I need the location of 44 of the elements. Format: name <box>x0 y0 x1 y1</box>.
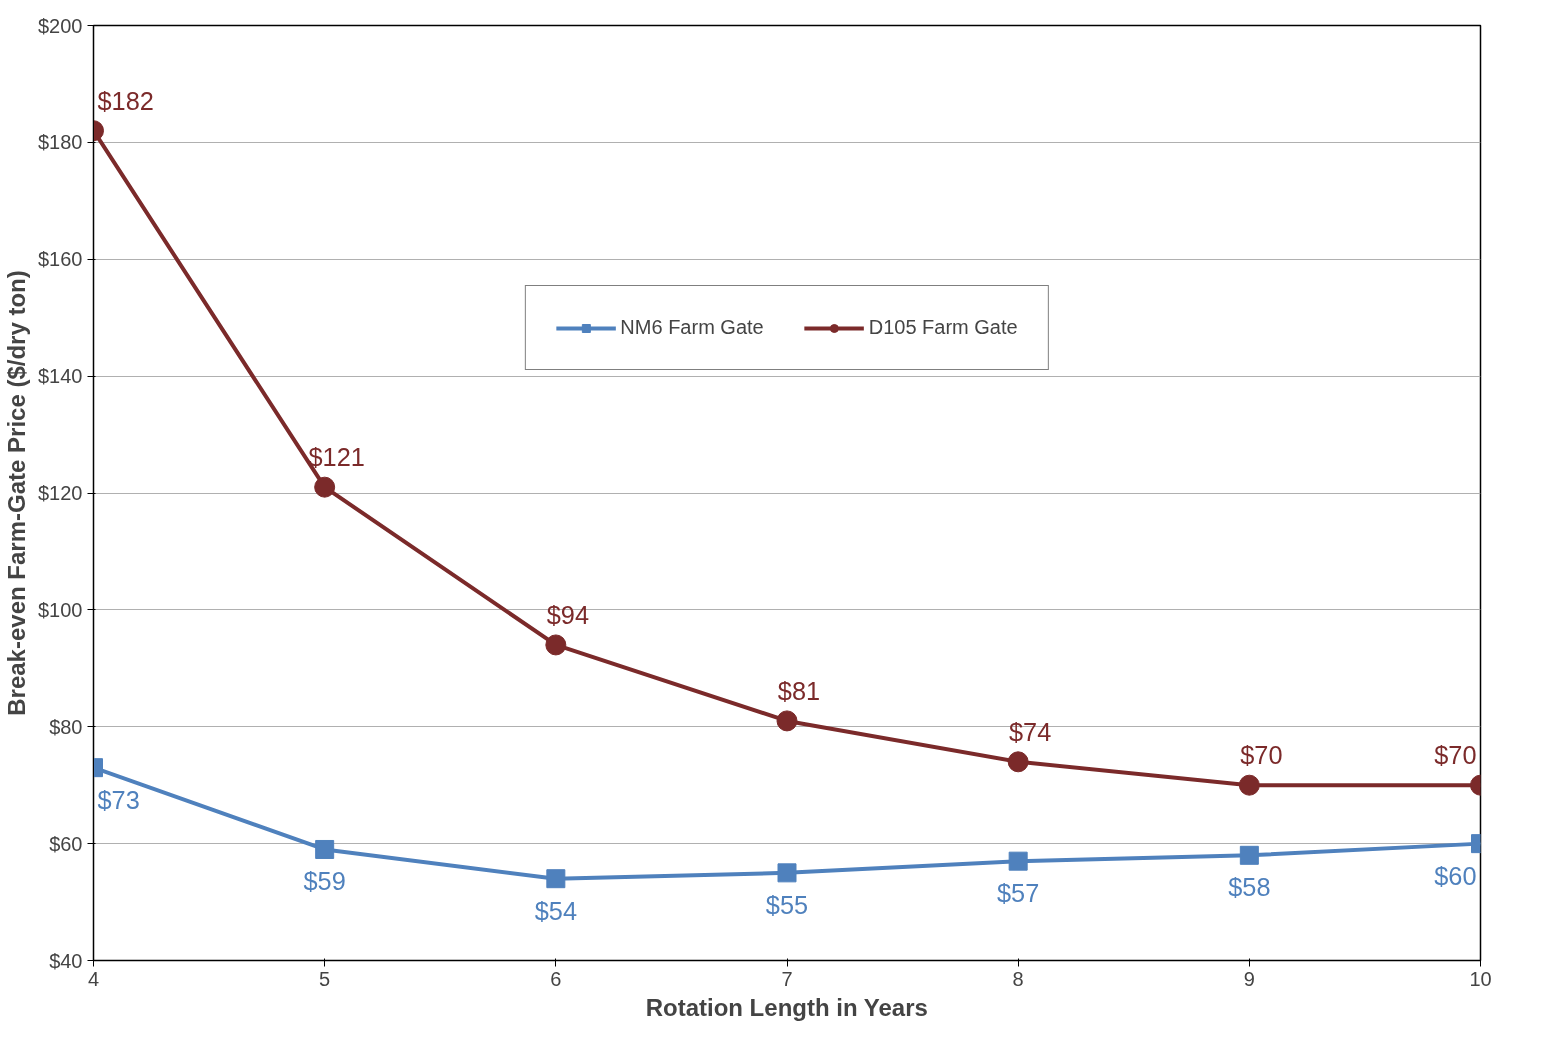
y-tick-label: $160 <box>38 248 83 271</box>
x-axis-title: Rotation Length in Years <box>645 993 928 1021</box>
data-label: $60 <box>1434 861 1477 890</box>
data-label: $182 <box>97 86 154 115</box>
data-label: $70 <box>1240 741 1283 770</box>
x-tick-label: 10 <box>1469 967 1492 990</box>
data-label: $74 <box>1009 717 1052 746</box>
point <box>546 869 566 889</box>
x-tick-label: 7 <box>781 967 793 990</box>
x-tick-label: 5 <box>319 967 331 990</box>
point <box>545 634 567 656</box>
data-label: $59 <box>303 867 346 896</box>
y-tick-label: $60 <box>49 832 83 855</box>
x-tick-label: 6 <box>550 967 562 990</box>
y-tick-label: $200 <box>38 14 83 37</box>
data-label: $55 <box>765 890 809 919</box>
y-tick-label: $100 <box>38 598 83 621</box>
legend-label: D105 Farm Gate <box>868 316 1018 339</box>
point <box>1238 774 1260 796</box>
legend-label: NM6 Farm Gate <box>620 316 764 339</box>
y-tick-label: $180 <box>38 131 83 154</box>
data-label: $58 <box>1228 873 1271 902</box>
x-tick-label: 9 <box>1243 967 1255 990</box>
data-label: $81 <box>777 676 821 705</box>
point <box>1007 751 1029 773</box>
point <box>314 476 336 498</box>
data-label: $94 <box>546 600 589 629</box>
x-tick-label: 8 <box>1012 967 1024 990</box>
point <box>1008 851 1028 871</box>
data-label: $73 <box>97 785 140 814</box>
y-tick-label: $80 <box>49 715 83 738</box>
data-label: $121 <box>308 443 365 472</box>
point <box>776 710 798 732</box>
point <box>1239 845 1259 865</box>
data-label: $70 <box>1434 741 1477 770</box>
y-tick-label: $140 <box>38 365 83 388</box>
x-tick-label: 4 <box>87 967 100 990</box>
y-tick-label: $40 <box>49 949 83 972</box>
point <box>777 863 797 883</box>
data-label: $54 <box>534 896 577 925</box>
data-label: $57 <box>997 879 1040 908</box>
point <box>315 839 335 859</box>
y-tick-label: $120 <box>38 482 83 504</box>
y-axis-title: Break-even Farm-Gate Price ($/dry ton) <box>3 270 31 716</box>
